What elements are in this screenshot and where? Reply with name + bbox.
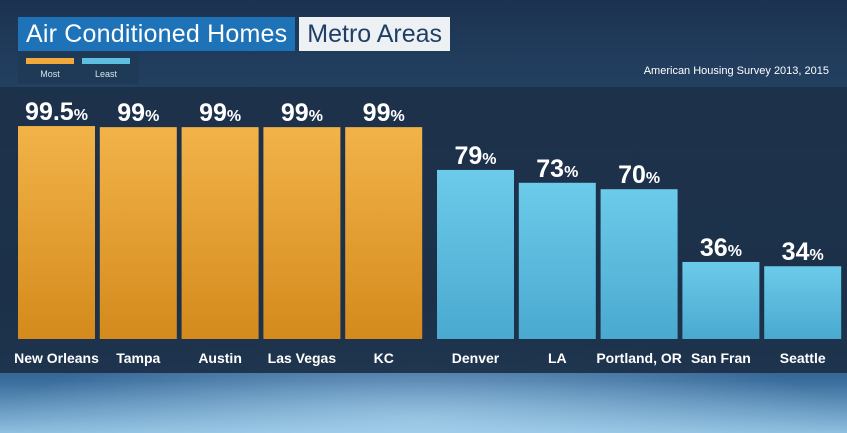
value-label: 99%	[199, 99, 241, 127]
category-label: Tampa	[116, 350, 160, 366]
legend: Most Least	[18, 52, 139, 84]
bar-la	[518, 182, 596, 339]
value-label: 34%	[782, 238, 824, 266]
bar-kc	[345, 127, 423, 339]
category-label: Las Vegas	[268, 350, 337, 366]
category-label: San Fran	[691, 350, 751, 366]
chart-subtitle: Metro Areas	[299, 17, 451, 51]
bar-seattle	[764, 266, 842, 339]
value-label: 99%	[363, 99, 405, 127]
bar-san-fran	[682, 261, 760, 339]
legend-swatch-least	[82, 58, 130, 64]
value-label: 99%	[117, 99, 159, 127]
legend-label-most: Most	[40, 69, 60, 79]
bar-las-vegas	[263, 127, 341, 339]
source-note: American Housing Survey 2013, 2015	[643, 65, 829, 77]
value-label: 36%	[700, 234, 742, 262]
bar-austin	[181, 127, 259, 339]
value-label: 73%	[536, 155, 578, 183]
bar-new-orleans	[18, 126, 95, 339]
category-label: Denver	[452, 350, 500, 366]
legend-item-least: Least	[82, 58, 130, 79]
legend-item-most: Most	[26, 58, 74, 79]
category-label: KC	[374, 350, 394, 366]
legend-swatch-most	[26, 58, 74, 64]
category-label: Austin	[198, 350, 242, 366]
category-label: New Orleans	[14, 350, 99, 366]
value-label: 99%	[281, 99, 323, 127]
category-label: Seattle	[780, 350, 826, 366]
value-label: 70%	[618, 161, 660, 189]
chart-title: Air Conditioned Homes	[18, 17, 296, 51]
category-label: LA	[548, 350, 567, 366]
bar-tampa	[99, 127, 177, 339]
value-label: 99.5%	[25, 98, 88, 126]
bar-denver	[437, 169, 514, 339]
title-bar: Air Conditioned Homes Metro Areas	[18, 17, 451, 51]
bar-portland-or	[600, 189, 678, 339]
value-label: 79%	[454, 142, 496, 170]
category-label: Portland, OR	[596, 350, 682, 366]
legend-label-least: Least	[94, 69, 118, 79]
